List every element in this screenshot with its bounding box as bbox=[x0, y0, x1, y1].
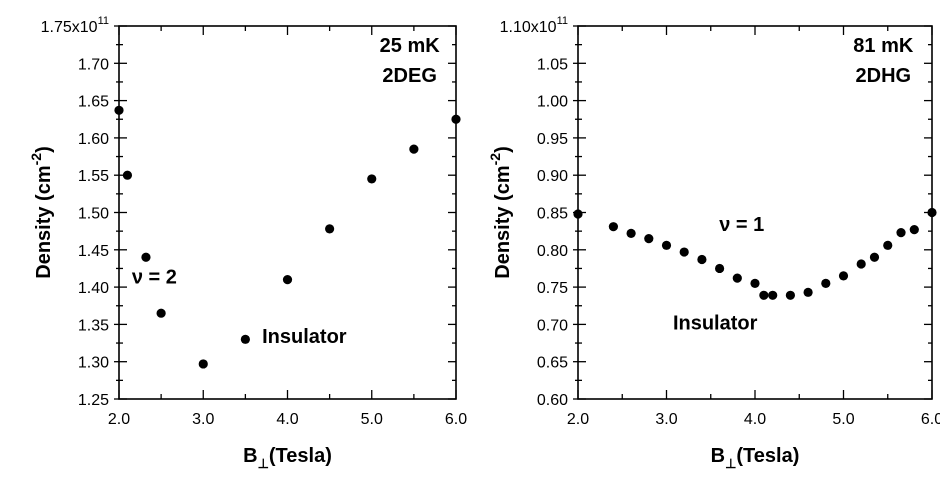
data-point bbox=[198, 359, 208, 369]
y-tick-label-exponent: 11 bbox=[557, 15, 568, 27]
y-tick-label: 1.75x1011 bbox=[41, 15, 109, 36]
y-axis-label-text: Density (cm bbox=[492, 165, 514, 278]
annotation: 2DHG bbox=[856, 65, 912, 87]
data-point bbox=[325, 224, 335, 234]
chart-panel-1: 2.0 3.0 4.0 5.0 6.0 1.25 1.30 1.35 1.40 1.45 1.50 1… bbox=[28, 15, 467, 471]
data-point bbox=[156, 308, 166, 318]
data-point bbox=[626, 228, 636, 238]
y-tick-label-mantissa: 1.10x10 bbox=[500, 19, 557, 36]
x-axis-label: B⊥(Tesla) bbox=[243, 445, 332, 471]
x-axis-label-subscript: ⊥ bbox=[725, 456, 736, 471]
y-tick-label: 1.00 bbox=[537, 94, 568, 111]
data-point bbox=[608, 222, 619, 232]
data-point bbox=[750, 278, 760, 288]
data-point bbox=[573, 209, 583, 219]
annotation: 81 mK bbox=[853, 35, 914, 57]
y-tick-label: 0.95 bbox=[537, 131, 568, 148]
y-tick-label: 0.80 bbox=[537, 243, 568, 260]
data-point bbox=[122, 170, 133, 180]
data-point bbox=[909, 225, 919, 235]
data-point bbox=[768, 290, 778, 300]
x-tick-label: 3.0 bbox=[655, 411, 677, 428]
data-point bbox=[409, 144, 419, 154]
y-tick-label: 1.70 bbox=[78, 56, 109, 73]
y-tick-label: 0.85 bbox=[537, 206, 568, 223]
data-point bbox=[869, 252, 880, 262]
data-point bbox=[759, 290, 769, 300]
x-tick-label: 2.0 bbox=[567, 411, 589, 428]
y-axis-label-text: Density (cm bbox=[33, 165, 55, 278]
y-tick-label: 1.35 bbox=[78, 317, 109, 334]
y-axis-label: Density (cm-2) bbox=[28, 146, 55, 279]
data-point bbox=[240, 334, 250, 344]
data-point bbox=[282, 275, 293, 285]
chart-panel-2: 2.0 3.0 4.0 5.0 6.0 0.60 0.65 0.70 0.75 0.80 0.85 0… bbox=[487, 15, 940, 471]
y-axis-label: Density (cm-2) bbox=[487, 146, 514, 279]
data-point bbox=[883, 240, 893, 250]
x-axis-label: B⊥(Tesla) bbox=[711, 445, 800, 471]
x-axis-label-unit: (Tesla) bbox=[736, 445, 799, 467]
y-tick-label: 1.65 bbox=[78, 94, 109, 111]
y-tick-label: 0.70 bbox=[537, 317, 568, 334]
x-tick-label: 6.0 bbox=[921, 411, 940, 428]
y-tick-label: 0.75 bbox=[537, 280, 568, 297]
annotation: 25 mK bbox=[380, 35, 441, 57]
data-point bbox=[715, 263, 725, 274]
y-tick-label: 0.65 bbox=[537, 355, 568, 372]
y-axis-label-close: ) bbox=[33, 146, 55, 153]
y-tick-label: 0.90 bbox=[537, 168, 568, 185]
data-point bbox=[856, 259, 866, 269]
x-axis-label-symbol: B bbox=[711, 445, 725, 467]
y-axis-label-superscript: -2 bbox=[28, 153, 44, 166]
data-point bbox=[661, 240, 672, 250]
data-point bbox=[679, 247, 689, 257]
y-tick-label: 0.60 bbox=[537, 392, 568, 409]
data-point bbox=[114, 105, 124, 115]
data-point bbox=[927, 207, 937, 218]
y-tick-label: 1.25 bbox=[78, 392, 109, 409]
x-tick-label: 4.0 bbox=[744, 411, 766, 428]
x-tick-label: 5.0 bbox=[361, 411, 383, 428]
data-point bbox=[697, 254, 707, 265]
x-axis-label-symbol: B bbox=[243, 445, 257, 467]
data-point bbox=[367, 174, 377, 184]
x-axis-label-subscript: ⊥ bbox=[258, 456, 269, 471]
x-tick-label: 3.0 bbox=[192, 411, 214, 428]
y-tick-label: 1.50 bbox=[78, 206, 109, 223]
annotation: 2DEG bbox=[382, 65, 436, 87]
data-point bbox=[803, 287, 813, 297]
data-point bbox=[451, 114, 461, 124]
data-point bbox=[785, 290, 796, 300]
annotation: Insulator bbox=[262, 326, 347, 348]
x-tick-label: 2.0 bbox=[108, 411, 130, 428]
data-point bbox=[838, 271, 849, 281]
y-tick-label: 1.05 bbox=[537, 56, 568, 73]
data-point bbox=[644, 234, 654, 244]
y-tick-label-exponent: 11 bbox=[98, 15, 109, 27]
y-tick-label: 1.30 bbox=[78, 355, 109, 372]
x-axis-label-unit: (Tesla) bbox=[269, 445, 332, 467]
x-tick-label: 4.0 bbox=[276, 411, 298, 428]
x-tick-label: 5.0 bbox=[832, 411, 854, 428]
y-tick-label: 1.45 bbox=[78, 243, 109, 260]
y-axis-label-superscript: -2 bbox=[487, 153, 503, 166]
annotation: ν = 1 bbox=[719, 214, 764, 236]
annotation: ν = 2 bbox=[132, 266, 177, 288]
annotation: Insulator bbox=[673, 313, 758, 335]
x-tick-label: 6.0 bbox=[445, 411, 467, 428]
y-tick-label: 1.10x1011 bbox=[500, 15, 568, 36]
y-tick-label: 1.60 bbox=[78, 131, 109, 148]
y-tick-label: 1.40 bbox=[78, 280, 109, 297]
y-axis-label-close: ) bbox=[492, 146, 514, 153]
y-tick-label-mantissa: 1.75x10 bbox=[41, 19, 98, 36]
data-point bbox=[896, 228, 906, 238]
data-point bbox=[821, 278, 831, 288]
data-point bbox=[141, 252, 151, 262]
y-tick-label: 1.55 bbox=[78, 168, 109, 185]
data-point bbox=[732, 273, 742, 283]
